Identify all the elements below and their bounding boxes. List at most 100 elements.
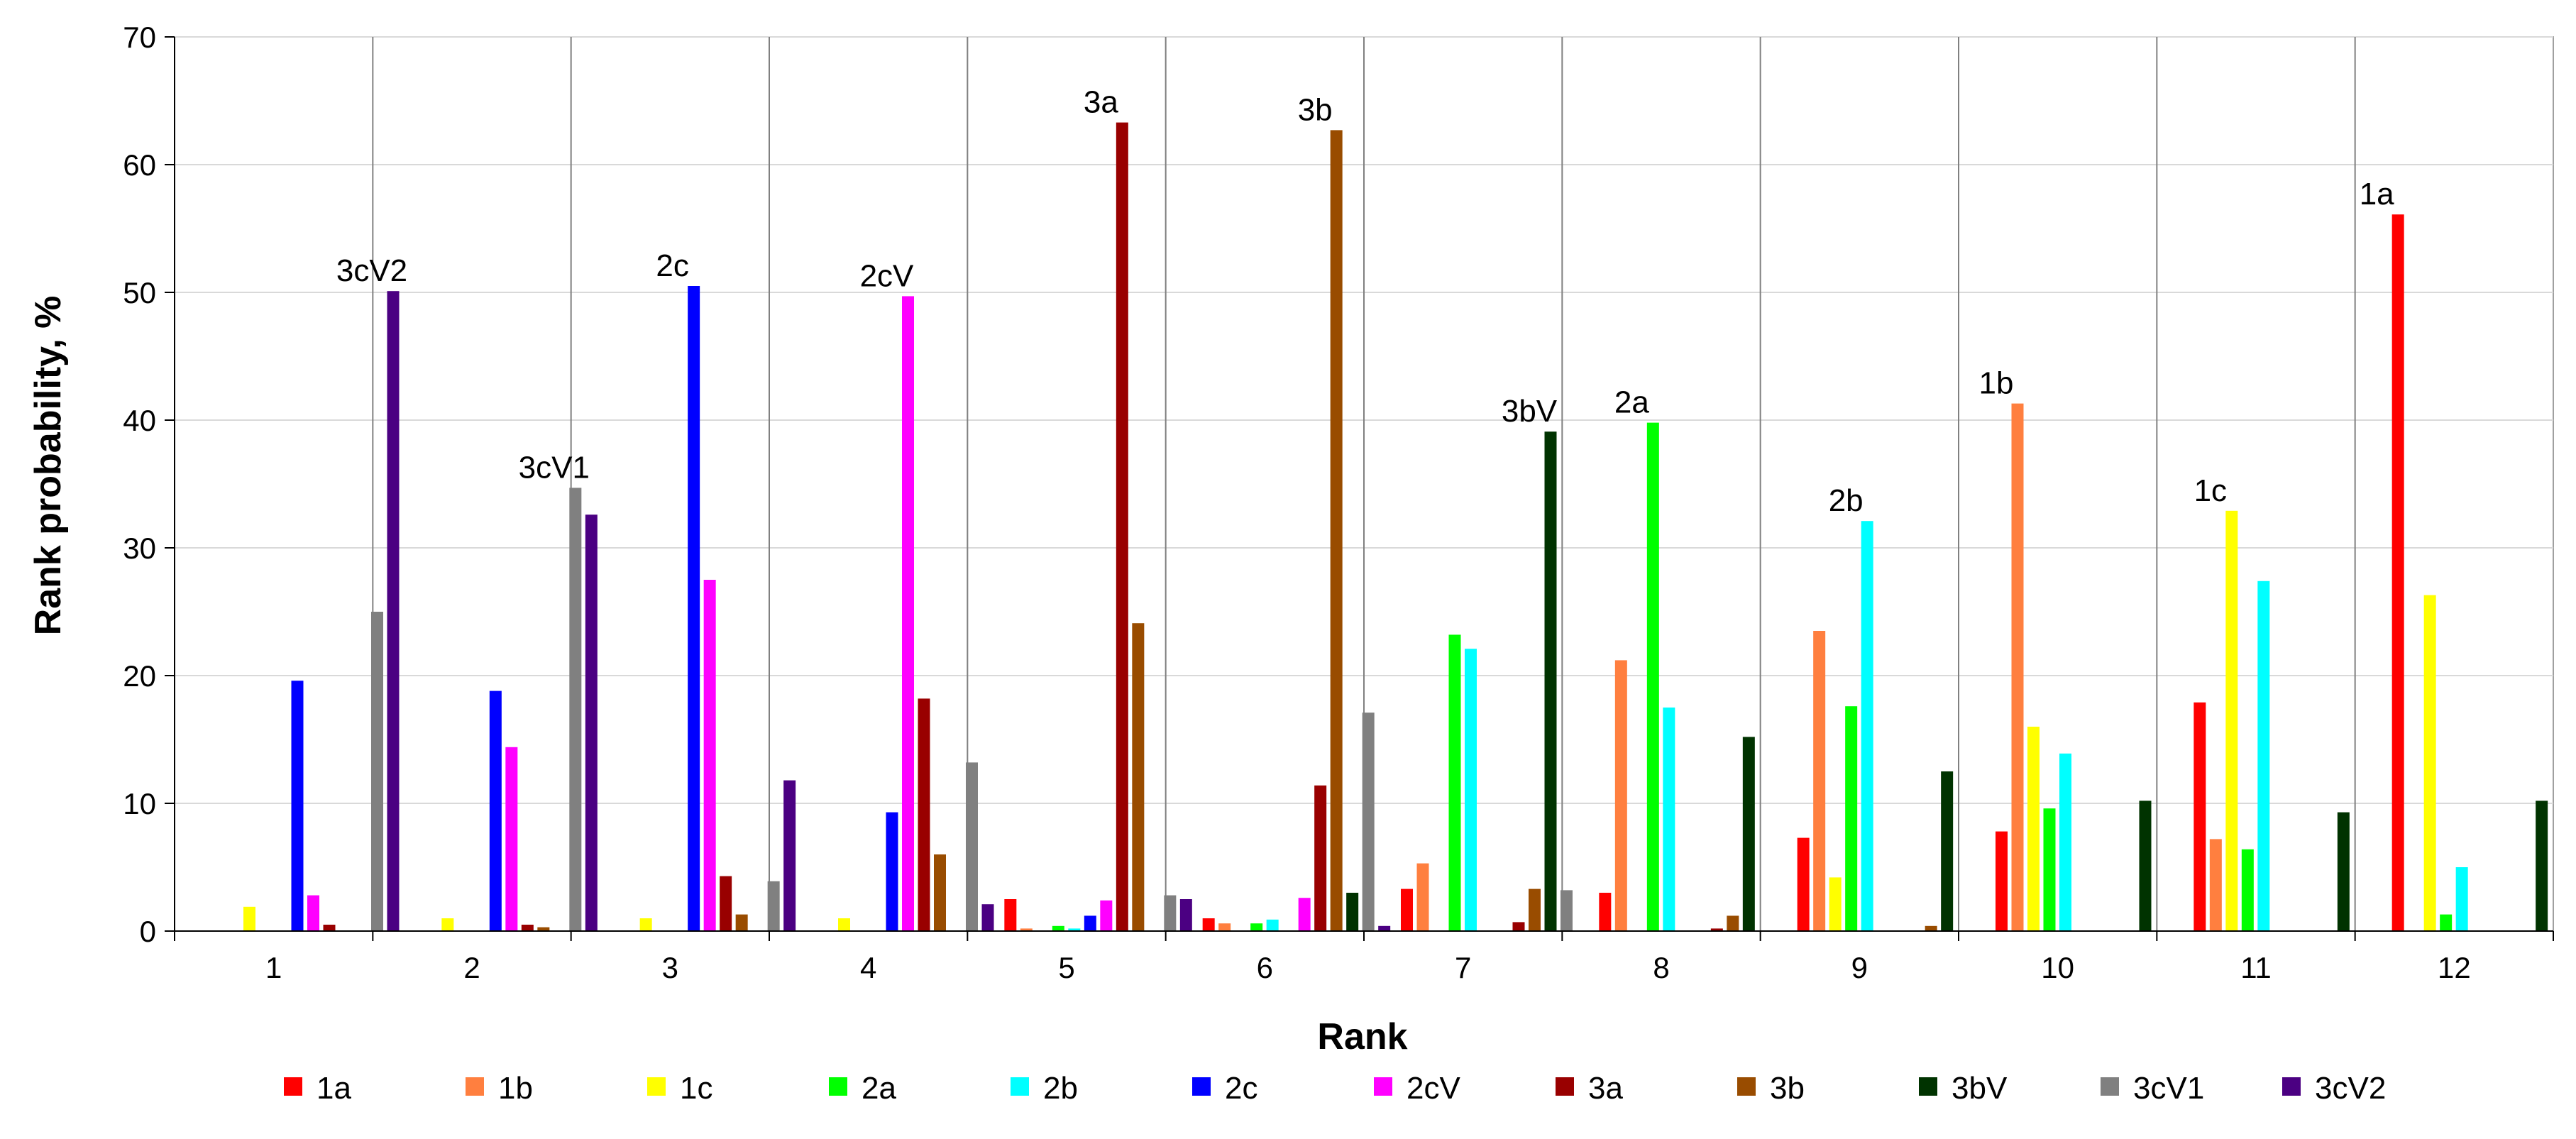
x-tick-label: 2 (463, 951, 480, 984)
bar-3cV2-rank-3 (783, 780, 796, 931)
bar-3a-rank-5 (1116, 122, 1128, 932)
bar-3cV2-rank-4 (981, 904, 994, 931)
bar-1c-rank-11 (2225, 510, 2238, 931)
bar-1c-rank-4 (838, 918, 850, 931)
legend-label: 1c (680, 1071, 712, 1106)
y-tick-label: 70 (123, 21, 156, 54)
x-axis-title: Rank (1317, 1016, 1407, 1057)
bar-2b-rank-10 (2059, 753, 2071, 931)
bar-3cV2-rank-5 (1179, 899, 1192, 931)
bar-3b-rank-7 (1529, 888, 1541, 931)
bar-3a-rank-2 (521, 925, 534, 931)
annotation-label: 3cV2 (336, 253, 407, 288)
bar-2a-rank-8 (1646, 422, 1659, 931)
bar-3bV-rank-10 (2139, 800, 2152, 931)
y-tick-label: 60 (123, 148, 156, 182)
x-tick-label: 7 (1455, 951, 1471, 984)
y-tick-label: 20 (123, 659, 156, 693)
legend-label: 1a (317, 1071, 351, 1106)
annotation-label: 2a (1614, 385, 1649, 420)
legend-swatch-3cV2 (2282, 1077, 2301, 1096)
y-tick-label: 40 (123, 404, 156, 437)
bar-2b-rank-12 (2455, 867, 2468, 931)
bar-2c-rank-1 (291, 681, 304, 931)
bar-3cV1-rank-7 (1561, 890, 1573, 931)
bar-2b-rank-8 (1663, 708, 1675, 931)
bar-1a-rank-6 (1202, 918, 1215, 931)
bar-3bV-rank-6 (1346, 893, 1359, 931)
y-tick-label: 50 (123, 276, 156, 309)
bar-3cV1-rank-3 (767, 881, 780, 931)
x-tick-label: 10 (2041, 951, 2074, 984)
legend: 1a 1b 1c 2a 2b 2c 2cV 3a 3b 3bV 3cV1 3cV2 (284, 1071, 2386, 1106)
bar-3cV1-rank-6 (1362, 712, 1375, 931)
bar-3a-rank-7 (1512, 922, 1525, 931)
bar-1b-rank-11 (2209, 839, 2222, 931)
legend-label: 3b (1770, 1071, 1805, 1106)
legend-swatch-3b (1737, 1077, 1756, 1096)
x-tick-label: 8 (1653, 951, 1669, 984)
bar-2c-rank-3 (688, 286, 700, 931)
x-tick-label: 1 (265, 951, 282, 984)
bar-1a-rank-9 (1797, 837, 1810, 931)
bar-1a-rank-5 (1004, 899, 1017, 931)
y-tick-label: 10 (123, 787, 156, 820)
bar-3cV2-rank-6 (1378, 925, 1391, 931)
bar-3cV2-rank-2 (585, 515, 598, 931)
bar-1c-rank-10 (2027, 727, 2040, 931)
x-tick-label: 4 (860, 951, 876, 984)
annotation-label: 1c (2194, 473, 2227, 508)
bar-3bV-rank-11 (2337, 812, 2350, 931)
y-tick-label: 30 (123, 532, 156, 565)
bar-1b-rank-9 (1813, 631, 1826, 931)
bar-3a-rank-1 (323, 925, 336, 931)
annotation-label: 3b (1298, 92, 1333, 127)
legend-swatch-1c (647, 1077, 666, 1096)
bar-3b-rank-4 (934, 854, 946, 931)
bar-3bV-rank-7 (1544, 431, 1557, 931)
bar-2c-rank-4 (886, 812, 898, 931)
annotation-layer: 3cV2 3cV1 2c 2cV 3a 3b 3bV 2a 2b 1b 1c 1a (336, 85, 2394, 519)
legend-swatch-3a (1556, 1077, 1574, 1096)
x-tick-label: 11 (2240, 951, 2272, 984)
bar-1b-rank-7 (1416, 863, 1429, 931)
legend-label: 2cV (1407, 1071, 1460, 1106)
bar-2c-rank-2 (489, 690, 502, 931)
legend-swatch-2a (829, 1077, 847, 1096)
bar-1a-rank-10 (1996, 831, 2008, 931)
bar-2cV-rank-4 (902, 296, 914, 931)
bar-2a-rank-11 (2241, 849, 2254, 931)
legend-label: 1b (498, 1071, 533, 1106)
legend-label: 2c (1225, 1071, 1257, 1106)
y-axis-title: Rank probability, % (28, 296, 69, 636)
bar-3b-rank-8 (1727, 915, 1739, 931)
annotation-label: 2c (656, 248, 688, 283)
legend-swatch-3cV1 (2101, 1077, 2119, 1096)
bar-2a-rank-9 (1845, 706, 1858, 931)
x-tick-label: 12 (2438, 951, 2471, 984)
bar-2cV-rank-1 (307, 895, 319, 931)
bar-3a-rank-3 (720, 876, 732, 931)
bar-3bV-rank-12 (2536, 800, 2548, 931)
bar-2cV-rank-6 (1298, 898, 1311, 931)
bar-3b-rank-5 (1132, 623, 1145, 931)
bar-3cV1-rank-2 (569, 488, 582, 931)
bar-2cV-rank-5 (1100, 900, 1113, 931)
bar-2c-rank-5 (1084, 915, 1096, 931)
bar-3cV1-rank-4 (966, 762, 978, 931)
bar-1c-rank-2 (441, 918, 454, 931)
bar-2cV-rank-2 (505, 747, 518, 931)
legend-label: 3cV1 (2133, 1071, 2204, 1106)
bar-2a-rank-6 (1250, 923, 1263, 931)
bar-2a-rank-7 (1448, 634, 1461, 931)
x-tick-label: 9 (1851, 951, 1868, 984)
annotation-label: 1b (1979, 366, 2014, 401)
bar-3a-rank-4 (918, 698, 930, 931)
bar-2b-rank-9 (1861, 521, 1873, 931)
x-tick-label: 3 (662, 951, 678, 984)
annotation-label: 1a (2360, 177, 2394, 211)
bar-2b-rank-7 (1465, 649, 1477, 931)
bar-1a-rank-7 (1401, 888, 1413, 931)
x-tick-label: 5 (1058, 951, 1074, 984)
